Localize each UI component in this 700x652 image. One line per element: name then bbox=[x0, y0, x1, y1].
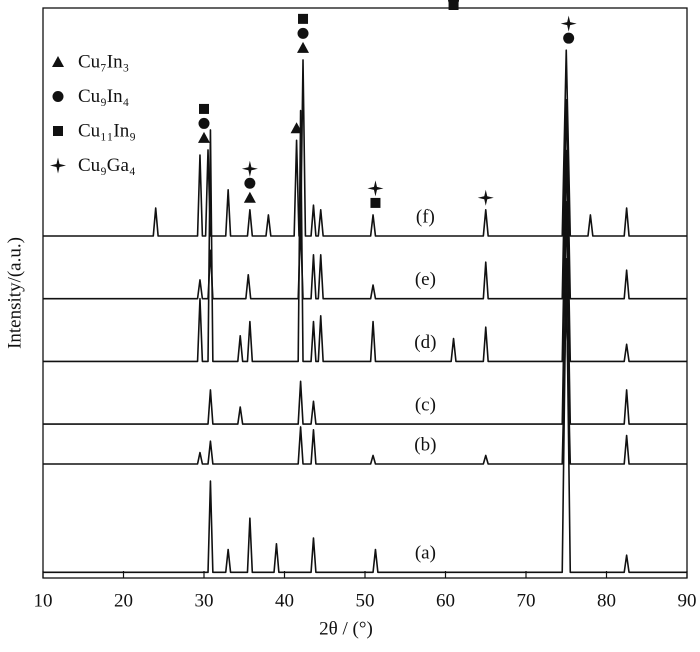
phase-marker bbox=[563, 32, 575, 44]
phase-marker bbox=[290, 122, 303, 134]
phase-marker bbox=[244, 177, 256, 189]
x-tick-label: 90 bbox=[678, 590, 697, 611]
x-tick-label: 80 bbox=[597, 590, 616, 611]
phase-marker bbox=[199, 103, 209, 114]
pattern-label: (a) bbox=[415, 543, 436, 564]
xrd-pattern bbox=[43, 49, 687, 237]
legend-symbol bbox=[50, 157, 66, 174]
legend-symbol bbox=[52, 91, 64, 102]
phase-marker bbox=[198, 131, 210, 143]
pattern-label: (e) bbox=[415, 269, 436, 290]
phase-marker bbox=[243, 191, 256, 203]
plot-frame bbox=[42, 7, 688, 579]
pattern-label: (d) bbox=[414, 332, 436, 353]
phase-marker bbox=[298, 13, 309, 24]
legend-symbol bbox=[53, 126, 63, 136]
x-tick-label: 60 bbox=[436, 590, 455, 611]
x-axis-label: 2θ / (°) bbox=[319, 618, 373, 639]
x-tick-label: 50 bbox=[356, 590, 375, 611]
legend-label: Cu₇In₃ bbox=[78, 51, 129, 72]
xrd-pattern bbox=[43, 297, 687, 465]
phase-marker bbox=[297, 41, 310, 53]
phase-marker bbox=[448, 0, 459, 10]
phase-marker bbox=[477, 189, 494, 206]
legend-label: Cu₉In₄ bbox=[78, 86, 129, 107]
phase-marker bbox=[241, 160, 258, 177]
x-tick-label: 30 bbox=[195, 590, 214, 611]
xrd-pattern bbox=[43, 109, 687, 363]
pattern-label: (b) bbox=[414, 434, 436, 455]
pattern-label: (c) bbox=[415, 394, 436, 415]
xrd-pattern bbox=[43, 201, 687, 425]
phase-marker bbox=[367, 180, 384, 197]
x-tick-label: 70 bbox=[517, 590, 536, 611]
legend-label: Cu₉Ga₄ bbox=[78, 155, 136, 176]
x-tick-label: 40 bbox=[275, 590, 294, 611]
y-axis-label: Intensity/(a.u.) bbox=[4, 237, 25, 349]
x-tick-label: 20 bbox=[114, 590, 133, 611]
phase-marker bbox=[370, 197, 381, 208]
legend-symbol bbox=[52, 56, 64, 67]
pattern-label: (f) bbox=[416, 206, 435, 227]
x-tick-label: 10 bbox=[34, 590, 53, 611]
phase-marker bbox=[560, 15, 577, 32]
phase-marker bbox=[198, 117, 210, 129]
legend-label: Cu₁₁In₉ bbox=[78, 120, 136, 141]
xrd-pattern bbox=[43, 258, 687, 574]
xrd-pattern bbox=[43, 98, 687, 300]
phase-marker bbox=[297, 27, 309, 39]
